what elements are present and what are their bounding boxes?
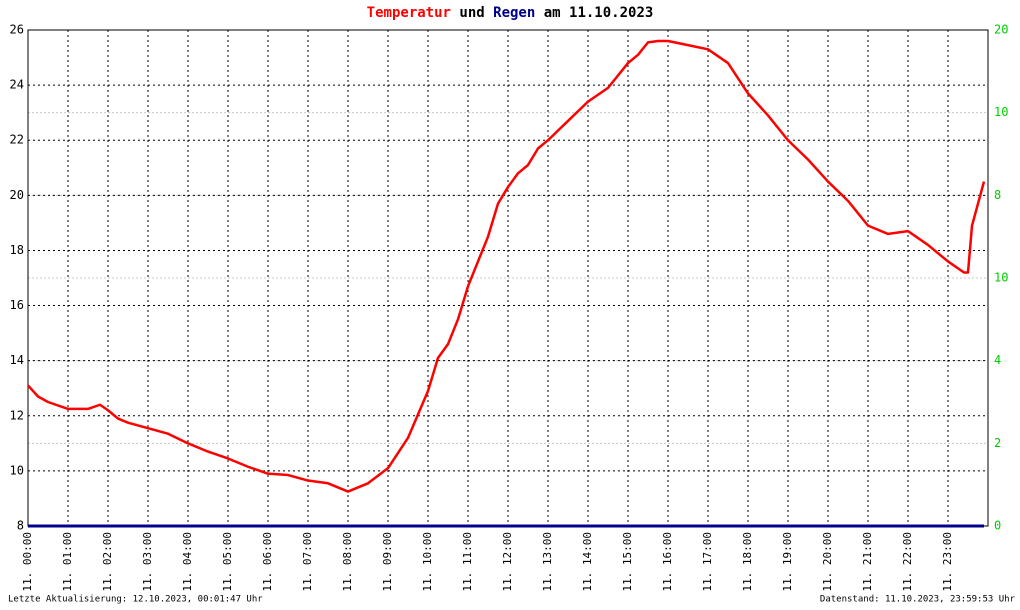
- x-tick-label: 11. 01:00: [61, 532, 74, 592]
- x-tick-label: 11. 13:00: [541, 532, 554, 592]
- x-tick-label: 11. 07:00: [301, 532, 314, 592]
- chart-title: Temperatur und Regen am 11.10.2023: [367, 5, 654, 21]
- y-tick-label: 18: [10, 243, 24, 257]
- series-line: [27, 39, 986, 493]
- title-part: Regen: [493, 5, 535, 21]
- x-tick-label: 11. 11:00: [461, 532, 474, 592]
- y-tick-label: 26: [10, 23, 24, 37]
- x-tick-label: 11. 18:00: [741, 532, 754, 592]
- x-tick-label: 11. 23:00: [941, 532, 954, 592]
- x-tick-label: 11. 02:00: [101, 532, 114, 592]
- x-tick-label: 11. 08:00: [341, 532, 354, 592]
- y2-tick-label: 10: [994, 105, 1008, 119]
- title-part: Temperatur: [367, 5, 451, 21]
- x-tick-label: 11. 16:00: [661, 532, 674, 592]
- footer-left: Letzte Aktualisierung: 12.10.2023, 00:01…: [8, 595, 263, 605]
- footer-right: Datenstand: 11.10.2023, 23:59:53 Uhr: [820, 595, 1016, 605]
- x-tick-label: 11. 21:00: [861, 532, 874, 592]
- y2-tick-label: 10: [994, 271, 1008, 285]
- y-tick-label: 14: [10, 353, 24, 367]
- y-tick-label: 20: [10, 188, 24, 202]
- y-tick-label: 22: [10, 133, 24, 147]
- x-tick-label: 11. 22:00: [901, 532, 914, 592]
- x-tick-label: 11. 04:00: [181, 532, 194, 592]
- x-tick-label: 11. 00:00: [21, 532, 34, 592]
- x-tick-label: 11. 19:00: [781, 532, 794, 592]
- x-tick-label: 11. 09:00: [381, 532, 394, 592]
- x-tick-label: 11. 15:00: [621, 532, 634, 592]
- x-tick-label: 11. 17:00: [701, 532, 714, 592]
- title-part: und: [459, 5, 484, 21]
- y-tick-label: 12: [10, 408, 24, 422]
- x-tick-label: 11. 03:00: [141, 532, 154, 592]
- y2-tick-label: 20: [994, 23, 1008, 37]
- x-tick-label: 11. 06:00: [261, 532, 274, 592]
- x-tick-label: 11. 10:00: [421, 532, 434, 592]
- y2-tick-label: 8: [994, 188, 1001, 202]
- x-tick-label: 11. 12:00: [501, 532, 514, 592]
- y2-tick-label: 2: [994, 436, 1001, 450]
- y2-tick-label: 4: [994, 353, 1001, 367]
- y-tick-label: 10: [10, 463, 24, 477]
- y-tick-label: 8: [17, 519, 24, 533]
- y2-tick-label: 0: [994, 519, 1001, 533]
- y-tick-label: 16: [10, 298, 24, 312]
- y-tick-label: 24: [10, 78, 24, 92]
- x-tick-label: 11. 14:00: [581, 532, 594, 592]
- title-part: am 11.10.2023: [544, 5, 654, 21]
- x-tick-label: 11. 05:00: [221, 532, 234, 592]
- x-tick-label: 11. 20:00: [821, 532, 834, 592]
